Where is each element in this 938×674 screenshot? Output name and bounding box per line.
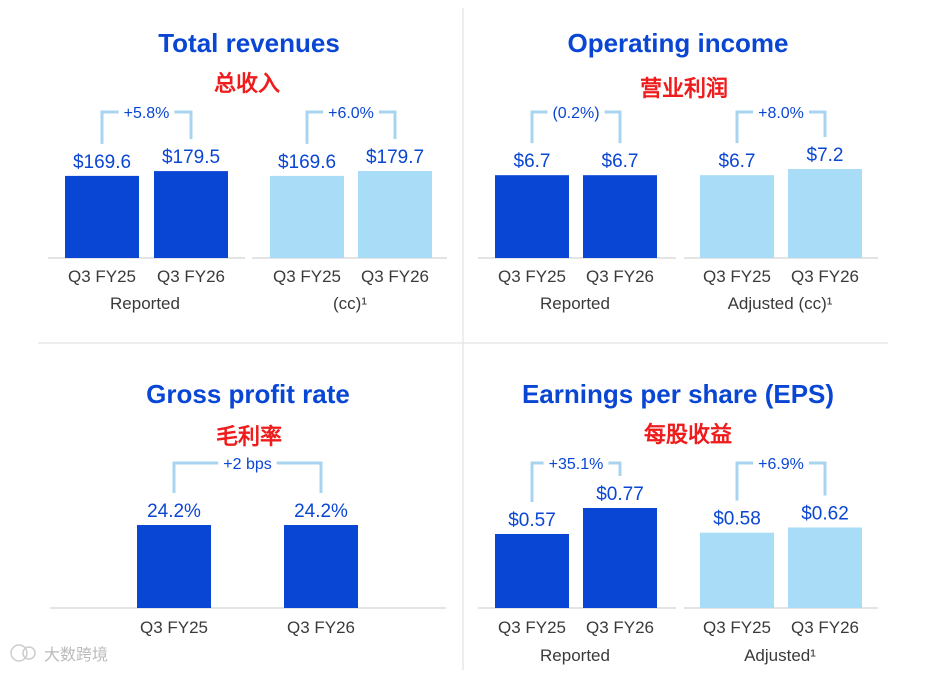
change-label: +6.9% xyxy=(758,456,804,473)
tick-label: Q3 FY26 xyxy=(791,267,859,286)
tick-label: Q3 FY26 xyxy=(157,267,225,286)
group-label: Reported xyxy=(540,294,610,313)
tick-label: Q3 FY25 xyxy=(703,267,771,286)
group-label: (cc)¹ xyxy=(333,294,367,313)
bar xyxy=(284,525,358,608)
value-label: 24.2% xyxy=(147,501,201,522)
tick-label: Q3 FY26 xyxy=(791,618,859,637)
group-label: Adjusted¹ xyxy=(744,646,816,665)
change-bracket xyxy=(172,461,323,493)
panel-subtitle: 营业利润 xyxy=(640,76,728,102)
value-label: $169.6 xyxy=(73,152,131,173)
value-label: $6.7 xyxy=(719,151,756,172)
panel-title: Operating income xyxy=(567,28,788,58)
tick-label: Q3 FY26 xyxy=(287,618,355,637)
value-label: $179.5 xyxy=(162,147,220,168)
tick-label: Q3 FY25 xyxy=(273,267,341,286)
tick-label: Q3 FY26 xyxy=(586,267,654,286)
panel-subtitle: 每股收益 xyxy=(644,422,732,448)
group-label: Reported xyxy=(110,294,180,313)
change-label: +6.0% xyxy=(328,105,374,122)
bar xyxy=(583,175,657,258)
change-label: +5.8% xyxy=(124,105,170,122)
panel-title: Earnings per share (EPS) xyxy=(522,379,834,409)
eps-panel: Earnings per share (EPS) 每股收益 $0.57 Q3 FY… xyxy=(478,379,878,665)
value-label: $179.7 xyxy=(366,147,424,168)
bar xyxy=(495,533,569,608)
tick-label: Q3 FY25 xyxy=(498,267,566,286)
change-label: +8.0% xyxy=(758,105,804,122)
tick-label: Q3 FY25 xyxy=(498,618,566,637)
change-bracket xyxy=(530,461,622,502)
bar xyxy=(583,508,657,608)
change-bracket xyxy=(735,461,827,501)
panel-title: Gross profit rate xyxy=(146,379,350,409)
change-label: (0.2%) xyxy=(552,105,599,122)
value-label: $7.2 xyxy=(807,145,844,166)
value-label: $0.62 xyxy=(801,503,849,524)
bar xyxy=(154,171,228,258)
value-label: $6.7 xyxy=(514,151,551,172)
watermark-text: 大数跨境 xyxy=(44,645,108,664)
bar xyxy=(270,175,344,258)
value-label: $0.58 xyxy=(713,509,761,530)
gross-profit-rate-panel: Gross profit rate 毛利率 24.2% Q3 FY25 24.2% Q… xyxy=(50,379,446,637)
group-label: Adjusted (cc)¹ xyxy=(728,294,833,313)
tick-label: Q3 FY25 xyxy=(140,618,208,637)
tick-label: Q3 FY25 xyxy=(68,267,136,286)
value-label: $169.6 xyxy=(278,152,336,173)
bar xyxy=(495,175,569,258)
bar xyxy=(788,169,862,258)
change-bracket xyxy=(305,110,397,144)
panel-subtitle: 毛利率 xyxy=(216,424,282,450)
bar xyxy=(358,171,432,258)
watermark-logo: 大数跨境 xyxy=(10,644,108,664)
group-label: Reported xyxy=(540,646,610,665)
value-label: $0.57 xyxy=(508,510,556,531)
value-label: 24.2% xyxy=(294,501,348,522)
bar xyxy=(65,175,139,258)
total-revenues-panel: Total revenues 总收入 $169.6 Q3 FY25 $179.5 Q3… xyxy=(48,28,447,313)
value-label: $6.7 xyxy=(602,151,639,172)
bar xyxy=(137,525,211,608)
change-bracket xyxy=(530,110,622,144)
value-label: $0.77 xyxy=(596,484,644,505)
bar xyxy=(788,527,862,608)
panel-title: Total revenues xyxy=(158,28,340,58)
tick-label: Q3 FY26 xyxy=(361,267,429,286)
change-label: +2 bps xyxy=(223,456,271,473)
tick-label: Q3 FY25 xyxy=(703,618,771,637)
tick-label: Q3 FY26 xyxy=(586,618,654,637)
bar xyxy=(700,175,774,258)
change-bracket xyxy=(100,110,193,144)
bar xyxy=(700,532,774,608)
operating-income-panel: Operating income 营业利润 $6.7 Q3 FY25 $6.7 Q3 … xyxy=(478,28,878,313)
change-bracket xyxy=(735,110,827,144)
panel-subtitle: 总收入 xyxy=(214,71,280,97)
change-label: +35.1% xyxy=(549,456,604,473)
